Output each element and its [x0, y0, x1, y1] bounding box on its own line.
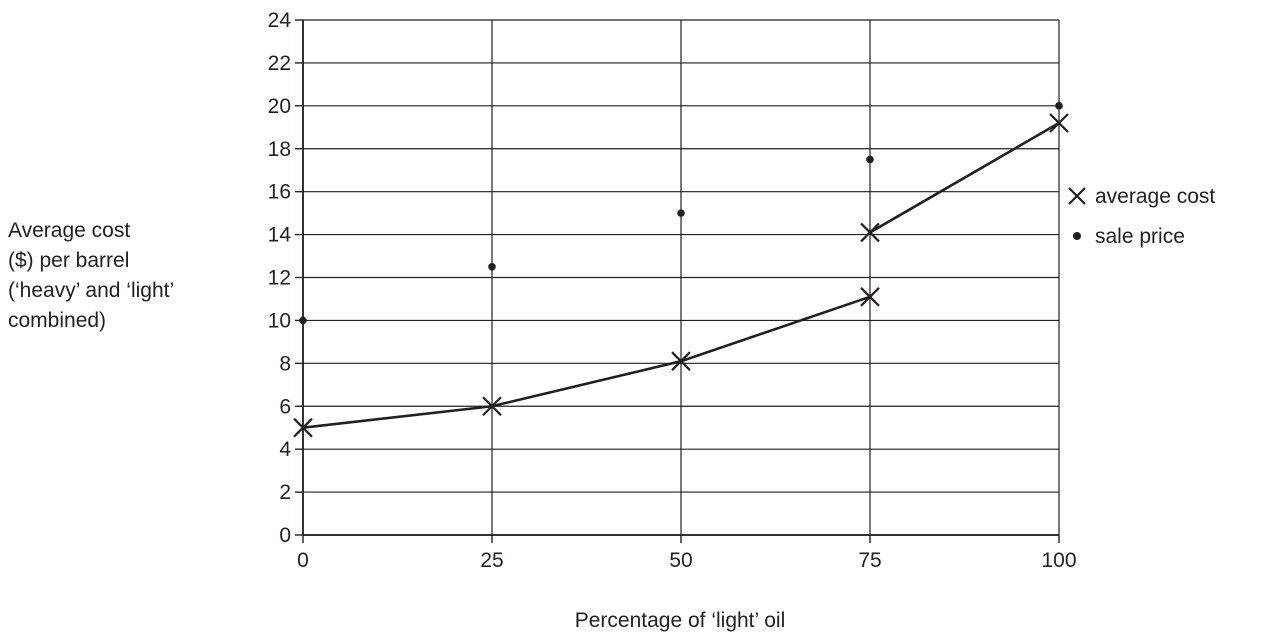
y-tick-label: 6: [279, 395, 291, 418]
series-layer: [293, 102, 1069, 438]
average-cost-point: [671, 351, 691, 371]
y-tick-label: 0: [279, 524, 291, 547]
sale-price-point: [1055, 102, 1063, 110]
y-axis-title: Average cost ($) per barrel (‘heavy’ and ‘…: [8, 219, 174, 332]
x-axis-title: Percentage of ‘light’ oil: [575, 609, 786, 632]
y-tick-label: 24: [268, 9, 292, 32]
y-tick-label: 16: [268, 181, 291, 204]
y-tick-label: 22: [268, 52, 291, 75]
y-tick-label: 12: [268, 267, 291, 290]
average-cost-point: [860, 222, 880, 243]
x-tick-label: 50: [669, 549, 692, 572]
legend-cross-icon: [1068, 187, 1086, 205]
average-cost-point: [1049, 113, 1069, 133]
average-cost-point: [860, 287, 880, 307]
legend-label: average cost: [1095, 185, 1215, 208]
sale-price-point: [866, 155, 874, 164]
y-tick-label: 14: [268, 224, 292, 247]
y-tick-label: 20: [268, 95, 291, 118]
y-tick-label: 18: [268, 138, 291, 161]
x-tick-label: 75: [858, 549, 881, 572]
average-cost-line: [302, 295, 871, 429]
legend: average cost sale price: [1068, 185, 1215, 248]
x-tick-label: 0: [297, 549, 309, 572]
legend-label: sale price: [1095, 225, 1185, 248]
sale-price-point: [299, 316, 307, 325]
grid: [295, 19, 1060, 543]
y-tick-label: 4: [279, 438, 291, 461]
sale-price-point: [488, 262, 496, 271]
average-cost-point: [482, 396, 502, 417]
x-tick-label: 100: [1041, 549, 1076, 572]
y-axis-title-line: (‘heavy’ and ‘light’: [8, 279, 174, 302]
y-axis-title-line: ($) per barrel: [8, 249, 129, 272]
legend-dot-icon: [1073, 232, 1081, 240]
y-axis-title-line: combined): [8, 309, 106, 332]
sale-price-point: [677, 209, 685, 217]
average-cost-point: [293, 417, 313, 438]
average-cost-line: [869, 121, 1060, 234]
y-tick-label: 10: [268, 309, 291, 332]
x-tick-label: 25: [480, 549, 503, 572]
y-tick-label: 8: [279, 352, 291, 375]
y-tick-label: 2: [279, 481, 291, 504]
y-axis-title-line: Average cost: [8, 219, 130, 242]
